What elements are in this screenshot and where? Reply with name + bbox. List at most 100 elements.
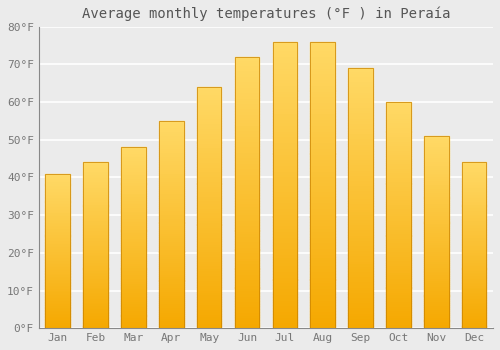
Bar [121, 200, 146, 202]
Bar [272, 288, 297, 291]
Bar [386, 197, 410, 199]
Bar [348, 289, 373, 292]
Bar [462, 278, 486, 280]
Bar [234, 100, 260, 103]
Bar [272, 282, 297, 285]
Bar [234, 198, 260, 201]
Bar [197, 326, 222, 328]
Bar [121, 176, 146, 178]
Bar [348, 203, 373, 206]
Bar [386, 188, 410, 190]
Bar [272, 245, 297, 248]
Bar [462, 174, 486, 176]
Bar [46, 186, 70, 188]
Bar [197, 275, 222, 278]
Bar [84, 192, 108, 194]
Bar [386, 233, 410, 236]
Bar [272, 196, 297, 200]
Bar [46, 174, 70, 328]
Bar [424, 280, 448, 282]
Bar [348, 102, 373, 105]
Bar [121, 279, 146, 281]
Bar [348, 97, 373, 99]
Bar [462, 225, 486, 227]
Bar [272, 199, 297, 202]
Bar [159, 247, 184, 250]
Bar [462, 229, 486, 230]
Bar [197, 147, 222, 150]
Bar [386, 242, 410, 245]
Bar [197, 178, 222, 181]
Bar [121, 272, 146, 274]
Bar [310, 188, 335, 191]
Bar [197, 87, 222, 328]
Bar [197, 212, 222, 215]
Bar [234, 68, 260, 70]
Bar [462, 162, 486, 164]
Bar [46, 263, 70, 265]
Bar [121, 198, 146, 200]
Bar [310, 314, 335, 317]
Bar [234, 127, 260, 130]
Bar [310, 280, 335, 282]
Bar [159, 183, 184, 185]
Bar [197, 90, 222, 92]
Bar [121, 149, 146, 151]
Bar [272, 219, 297, 222]
Bar [386, 215, 410, 217]
Bar [348, 323, 373, 326]
Bar [234, 315, 260, 317]
Bar [234, 228, 260, 231]
Bar [159, 285, 184, 287]
Bar [386, 107, 410, 109]
Bar [424, 295, 448, 298]
Bar [46, 262, 70, 263]
Bar [234, 307, 260, 309]
Bar [272, 239, 297, 242]
Bar [462, 284, 486, 285]
Bar [462, 176, 486, 177]
Bar [46, 209, 70, 211]
Bar [121, 191, 146, 192]
Bar [197, 278, 222, 280]
Bar [424, 148, 448, 149]
Bar [159, 206, 184, 208]
Bar [84, 250, 108, 252]
Bar [348, 201, 373, 203]
Bar [234, 57, 260, 60]
Bar [197, 159, 222, 162]
Bar [84, 322, 108, 323]
Bar [46, 313, 70, 314]
Bar [197, 186, 222, 188]
Bar [386, 177, 410, 179]
Bar [84, 316, 108, 318]
Bar [386, 220, 410, 222]
Bar [310, 88, 335, 91]
Bar [348, 164, 373, 167]
Bar [386, 211, 410, 213]
Bar [310, 205, 335, 208]
Bar [84, 315, 108, 317]
Bar [310, 150, 335, 154]
Bar [272, 257, 297, 259]
Bar [121, 156, 146, 158]
Bar [121, 298, 146, 299]
Bar [310, 176, 335, 179]
Bar [462, 248, 486, 250]
Bar [272, 280, 297, 282]
Bar [348, 71, 373, 74]
Bar [197, 314, 222, 316]
Bar [424, 138, 448, 140]
Bar [159, 293, 184, 295]
Bar [197, 289, 222, 292]
Bar [310, 111, 335, 113]
Bar [121, 194, 146, 196]
Bar [84, 162, 108, 164]
Bar [386, 270, 410, 272]
Bar [310, 222, 335, 225]
Bar [197, 145, 222, 147]
Bar [386, 294, 410, 296]
Bar [386, 262, 410, 265]
Bar [197, 150, 222, 152]
Bar [424, 290, 448, 292]
